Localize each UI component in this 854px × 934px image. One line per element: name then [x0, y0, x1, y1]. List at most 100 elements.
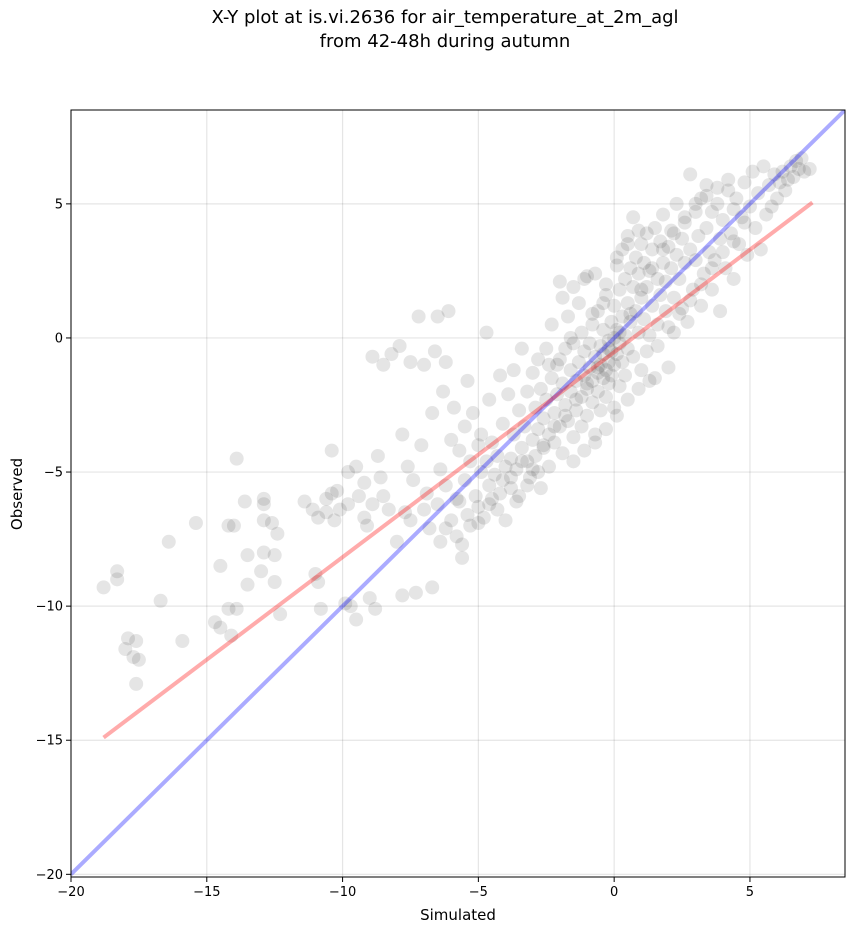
data-point [772, 175, 787, 190]
data-point [349, 612, 364, 627]
data-point [430, 309, 445, 324]
data-point [715, 212, 730, 227]
identity-line [71, 110, 845, 876]
data-point [400, 459, 415, 474]
data-point [506, 427, 521, 442]
data-point [691, 229, 706, 244]
data-point [713, 304, 728, 319]
data-point [254, 564, 269, 579]
data-point [609, 408, 624, 423]
data-point [704, 261, 719, 276]
data-point [411, 309, 426, 324]
data-point [465, 406, 480, 421]
data-point [764, 199, 779, 214]
data-point [569, 392, 584, 407]
data-point [563, 330, 578, 345]
data-point [642, 373, 657, 388]
axis-ticks: −20 −15 −10 −5 0 5 −20 −15 −10 −5 0 5 [36, 197, 755, 900]
data-point [732, 237, 747, 252]
data-point [479, 325, 494, 340]
data-point [574, 325, 589, 340]
data-point [802, 162, 817, 176]
data-point [650, 271, 665, 286]
data-point [577, 443, 592, 458]
data-point [161, 534, 176, 549]
data-point [566, 336, 581, 351]
data-point [786, 170, 801, 185]
data-point [487, 467, 502, 482]
data-point [324, 486, 339, 501]
data-point [476, 510, 491, 525]
data-point [381, 502, 396, 517]
data-point [737, 175, 752, 190]
data-point [585, 395, 600, 410]
data-point [514, 454, 529, 469]
data-point [395, 588, 410, 603]
data-point [658, 274, 673, 289]
data-point [438, 355, 453, 370]
data-point [593, 357, 608, 372]
data-point [525, 365, 540, 380]
data-point [721, 183, 736, 198]
data-point [438, 521, 453, 536]
data-point [767, 167, 782, 182]
data-point [601, 355, 616, 370]
x-axis-label: Simulated [420, 906, 496, 924]
chart-title-line-2: from 42-48h during autumn [319, 31, 571, 52]
data-point [775, 164, 790, 179]
data-point [778, 183, 793, 198]
data-point [406, 473, 421, 488]
data-point [618, 368, 633, 383]
data-point [207, 615, 222, 630]
data-point [645, 242, 660, 257]
data-point [436, 384, 451, 399]
data-point [343, 599, 358, 614]
data-point [457, 473, 472, 488]
data-point [661, 360, 676, 375]
data-point [536, 440, 551, 455]
data-point [683, 242, 698, 257]
data-point [256, 545, 271, 560]
data-point [550, 357, 565, 372]
data-point [153, 593, 168, 608]
data-point [710, 180, 725, 195]
data-point [509, 494, 524, 509]
data-point [694, 191, 709, 206]
data-point [612, 379, 627, 394]
data-point [791, 162, 806, 176]
data-point [552, 352, 567, 367]
data-point [376, 357, 391, 372]
data-point [319, 505, 334, 520]
data-point [726, 234, 741, 249]
data-point [544, 317, 559, 332]
data-point [463, 518, 478, 533]
data-point [723, 226, 738, 241]
data-point [240, 577, 255, 592]
data-point [471, 516, 486, 530]
data-point [634, 363, 649, 378]
data-point [634, 237, 649, 252]
data-point [609, 322, 624, 337]
data-point [745, 164, 760, 179]
data-point [495, 416, 510, 431]
data-point [637, 255, 652, 270]
data-point [403, 513, 418, 528]
data-point [639, 344, 654, 359]
data-point [506, 363, 521, 378]
data-point [620, 392, 635, 407]
data-point [599, 422, 614, 437]
data-point [656, 207, 671, 222]
data-point [512, 489, 527, 504]
data-point [639, 280, 654, 294]
data-point [604, 314, 619, 329]
data-point [221, 518, 236, 533]
data-point [297, 494, 312, 509]
data-point [642, 328, 657, 343]
data-point [707, 253, 722, 268]
data-point [319, 491, 334, 506]
reference-lines [71, 110, 845, 876]
data-point [425, 580, 440, 595]
data-point [618, 328, 633, 343]
data-point [742, 199, 757, 214]
data-point [273, 607, 288, 622]
